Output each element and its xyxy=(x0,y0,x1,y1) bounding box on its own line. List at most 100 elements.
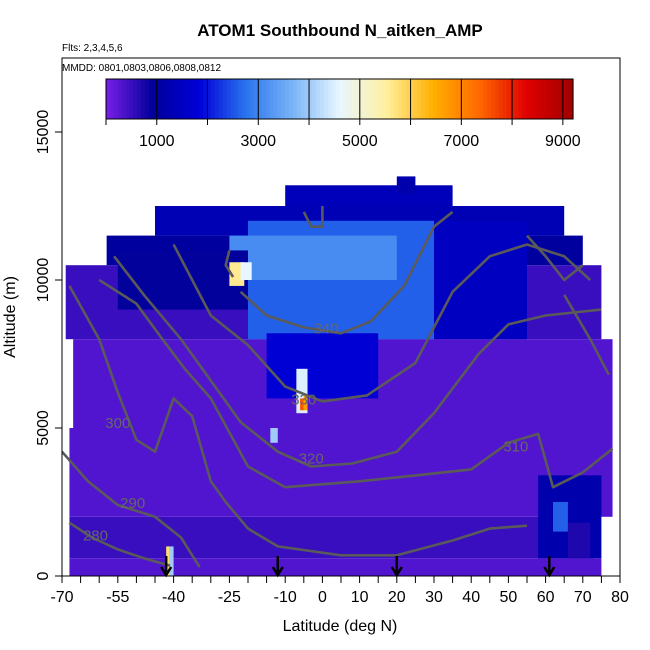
colorbar-segment-25 xyxy=(203,79,208,119)
colorbar-segment-43 xyxy=(273,79,278,119)
y-axis: 0 5000 10000 15000 xyxy=(35,110,62,580)
colorbar-segment-108 xyxy=(526,79,531,119)
colorbar-segment-61 xyxy=(343,79,348,119)
colorbar-segment-84 xyxy=(432,79,438,119)
colorbar: 1000 3000 5000 7000 9000 xyxy=(105,78,581,150)
colorbar-segment-80 xyxy=(417,79,422,119)
x-tick-label-0: 0 xyxy=(318,589,327,606)
x-tick-label-20: 20 xyxy=(388,589,406,606)
heatmap-cell-20 xyxy=(166,546,170,576)
colorbar-segment-96 xyxy=(479,79,485,119)
colorbar-segment-10 xyxy=(144,79,150,119)
contour-line-5 xyxy=(172,243,592,403)
heatmap-cell-11 xyxy=(266,333,379,399)
colorbar-segment-7 xyxy=(133,79,138,119)
x-tick-label--40: -40 xyxy=(162,589,185,606)
chart-title: ATOM1 Southbound N_aitken_AMP xyxy=(197,21,483,40)
x-tick-label-30: 30 xyxy=(425,589,443,606)
contour-line-6 xyxy=(239,210,454,335)
colorbar-segment-39 xyxy=(257,79,263,119)
colorbar-segment-64 xyxy=(355,79,360,119)
colorbar-segment-55 xyxy=(320,79,325,119)
colorbar-segment-9 xyxy=(141,79,146,119)
colorbar-segment-112 xyxy=(541,79,547,119)
colorbar-segment-70 xyxy=(378,79,383,119)
contour-label-290: 290 xyxy=(120,495,145,512)
heatmap-cell-2 xyxy=(69,428,613,517)
colorbar-segment-94 xyxy=(471,79,477,119)
colorbar-tick-3000: 3000 xyxy=(240,133,276,150)
x-tick-label--25: -25 xyxy=(218,589,241,606)
colorbar-segment-99 xyxy=(491,79,496,119)
colorbar-segment-86 xyxy=(440,79,446,119)
colorbar-segment-115 xyxy=(553,79,559,119)
colorbar-segment-56 xyxy=(323,79,329,119)
y-tick-label-5000: 5000 xyxy=(35,410,52,446)
x-tick-label-60: 60 xyxy=(537,589,555,606)
colorbar-segment-37 xyxy=(249,79,255,119)
colorbar-segment-34 xyxy=(238,79,243,119)
colorbar-segment-4 xyxy=(121,79,127,119)
colorbar-segment-60 xyxy=(339,79,344,119)
heatmap-cell-1 xyxy=(69,516,594,559)
colorbar-segment-88 xyxy=(448,79,453,119)
colorbar-segment-47 xyxy=(288,79,294,119)
y-axis-label: Altitude (m) xyxy=(2,276,19,358)
colorbar-segment-111 xyxy=(537,79,543,119)
colorbar-segment-40 xyxy=(261,79,267,119)
heatmap-cell-24 xyxy=(567,522,591,559)
x-tick-label-70: 70 xyxy=(574,589,592,606)
heatmap-cell-18 xyxy=(303,395,308,411)
heatmap-cells xyxy=(65,176,613,576)
contour-label-320: 320 xyxy=(299,451,324,468)
y-tick-label-15000: 15000 xyxy=(35,110,52,155)
colorbar-segment-81 xyxy=(421,79,426,119)
x-tick-label--70: -70 xyxy=(50,589,73,606)
colorbar-segment-62 xyxy=(347,79,352,119)
colorbar-segment-95 xyxy=(475,79,481,119)
colorbar-segment-28 xyxy=(214,79,220,119)
colorbar-segment-79 xyxy=(413,79,418,119)
colorbar-segment-31 xyxy=(226,79,232,119)
colorbar-segment-98 xyxy=(487,79,492,119)
contour-line-1 xyxy=(62,450,201,568)
colorbar-segment-72 xyxy=(386,79,391,119)
colorbar-segment-35 xyxy=(242,79,247,119)
colorbar-segment-24 xyxy=(199,79,204,119)
contour-line-10 xyxy=(224,250,235,278)
colorbar-segment-92 xyxy=(464,79,469,119)
colorbar-segment-67 xyxy=(366,79,372,119)
x-tick-label--55: -55 xyxy=(106,589,129,606)
colorbar-segment-85 xyxy=(436,79,442,119)
colorbar-segment-83 xyxy=(429,79,434,119)
colorbar-tick-1000: 1000 xyxy=(139,133,175,150)
colorbar-segment-33 xyxy=(234,79,239,119)
colorbar-segment-78 xyxy=(409,79,415,119)
profile-arrow-head-1 xyxy=(271,566,284,578)
colorbar-segment-16 xyxy=(168,79,173,119)
colorbar-segment-74 xyxy=(393,79,399,119)
colorbar-segment-38 xyxy=(253,79,259,119)
contour-label-300: 300 xyxy=(105,415,130,432)
heatmap-cell-0 xyxy=(69,558,602,576)
colorbar-segment-101 xyxy=(499,79,504,119)
contour-label-310: 310 xyxy=(503,439,528,456)
colorbar-segment-91 xyxy=(460,79,465,119)
contour-line-3 xyxy=(98,278,614,489)
colorbar-segment-117 xyxy=(561,79,566,119)
colorbar-segment-107 xyxy=(522,79,527,119)
heatmap-cell-17 xyxy=(300,398,304,411)
contour-line-2 xyxy=(68,285,528,557)
heatmap-cell-19 xyxy=(270,428,278,443)
colorbar-segment-114 xyxy=(549,79,555,119)
flights-annotation: Flts: 2,3,4,5,6 xyxy=(62,43,123,54)
colorbar-segment-110 xyxy=(534,79,539,119)
colorbar-segment-44 xyxy=(277,79,282,119)
colorbar-segment-71 xyxy=(382,79,387,119)
colorbar-segment-17 xyxy=(172,79,177,119)
colorbar-segment-36 xyxy=(246,79,251,119)
contour-line-0 xyxy=(68,521,171,567)
colorbar-frame xyxy=(105,78,574,120)
colorbar-segment-11 xyxy=(148,79,154,119)
colorbar-segment-57 xyxy=(327,79,333,119)
